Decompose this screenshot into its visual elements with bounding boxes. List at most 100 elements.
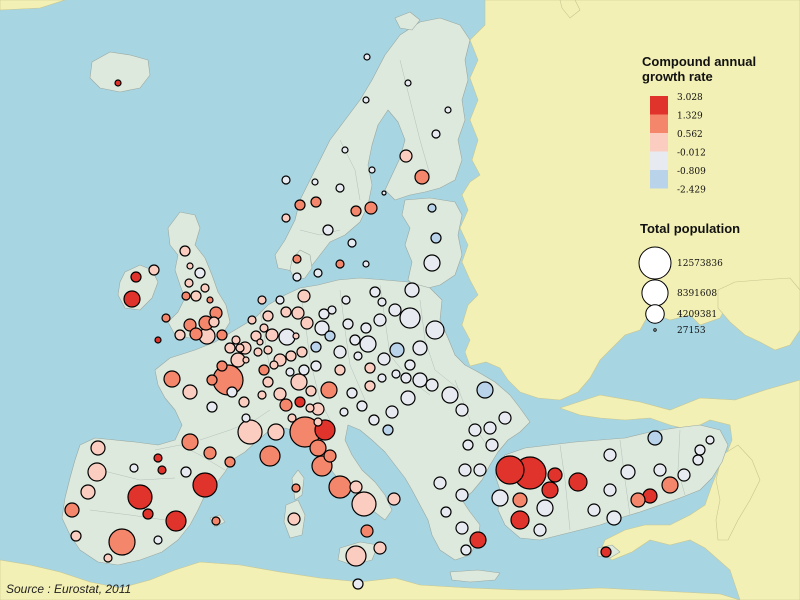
region-circle bbox=[253, 347, 263, 357]
region-circle bbox=[313, 268, 323, 278]
region-circle bbox=[179, 245, 191, 257]
region-circle bbox=[587, 503, 601, 517]
region-circle bbox=[241, 413, 251, 423]
legend-population-circle bbox=[638, 246, 672, 280]
region-circle bbox=[273, 387, 287, 401]
legend-swatch-1 bbox=[650, 114, 668, 133]
region-circle bbox=[70, 530, 82, 542]
legend-population-circle bbox=[653, 328, 657, 332]
region-circle bbox=[368, 414, 380, 426]
region-circle bbox=[333, 345, 347, 359]
region-circle bbox=[298, 364, 310, 376]
region-circle bbox=[388, 303, 402, 317]
region-circle bbox=[292, 332, 300, 340]
region-circle bbox=[400, 390, 416, 406]
region-circle bbox=[259, 445, 281, 467]
region-circle bbox=[377, 297, 387, 307]
region-circle bbox=[377, 373, 387, 383]
region-circle bbox=[281, 213, 291, 223]
region-circle bbox=[80, 484, 96, 500]
legend-population-label: 8391608 bbox=[677, 289, 717, 299]
region-circle bbox=[385, 405, 399, 419]
region-circle bbox=[148, 264, 160, 276]
region-circle bbox=[399, 307, 421, 329]
region-circle bbox=[108, 528, 136, 556]
region-circle bbox=[404, 359, 416, 371]
region-circle bbox=[373, 313, 387, 327]
region-circle bbox=[377, 352, 391, 366]
region-circle bbox=[603, 483, 617, 497]
legend-growth-label: -2.429 bbox=[677, 186, 706, 196]
region-circle bbox=[206, 374, 218, 386]
region-circle bbox=[458, 463, 472, 477]
region-circle bbox=[491, 489, 509, 507]
region-circle bbox=[498, 411, 512, 425]
region-circle bbox=[154, 336, 162, 344]
region-circle bbox=[275, 295, 285, 305]
region-circle bbox=[356, 400, 368, 412]
legend-growth-label: 3.028 bbox=[677, 93, 703, 103]
legend-population-circle bbox=[641, 279, 669, 307]
region-circle bbox=[412, 372, 428, 388]
legend-growth-label: -0.012 bbox=[677, 149, 706, 159]
legend-growth-label: 1.329 bbox=[677, 112, 703, 122]
region-circle bbox=[320, 381, 338, 399]
region-circle bbox=[455, 521, 469, 535]
region-circle bbox=[473, 463, 487, 477]
region-circle bbox=[130, 271, 142, 283]
region-circle bbox=[351, 491, 377, 517]
region-circle bbox=[296, 346, 308, 358]
region-circle bbox=[606, 510, 622, 526]
region-circle bbox=[153, 453, 163, 463]
region-circle bbox=[425, 378, 439, 392]
legend-population-circle bbox=[645, 304, 665, 324]
region-circle bbox=[237, 419, 263, 445]
region-circle bbox=[259, 323, 269, 333]
region-circle bbox=[90, 440, 106, 456]
region-circle bbox=[279, 398, 293, 412]
region-circle bbox=[349, 334, 361, 346]
region-circle bbox=[238, 396, 250, 408]
region-circle bbox=[328, 475, 352, 499]
region-circle bbox=[305, 403, 315, 413]
region-circle bbox=[129, 463, 139, 473]
region-circle bbox=[620, 464, 636, 480]
region-circle bbox=[335, 259, 345, 269]
region-circle bbox=[324, 330, 336, 342]
legend-population-label: 27153 bbox=[677, 326, 706, 336]
region-circle bbox=[305, 385, 317, 397]
region-circle bbox=[180, 466, 192, 478]
region-circle bbox=[423, 254, 441, 272]
region-circle bbox=[203, 446, 217, 460]
region-circle bbox=[547, 467, 563, 483]
region-circle bbox=[533, 523, 547, 537]
region-circle bbox=[318, 308, 330, 320]
region-circle bbox=[310, 341, 322, 353]
region-circle bbox=[364, 362, 376, 374]
region-circle bbox=[287, 413, 297, 423]
region-circle bbox=[194, 267, 206, 279]
region-circle bbox=[87, 462, 107, 482]
region-circle bbox=[352, 578, 364, 590]
legend-growth-label: 0.562 bbox=[677, 130, 703, 140]
region-circle bbox=[334, 364, 346, 376]
region-circle bbox=[265, 328, 279, 342]
region-circle bbox=[294, 199, 306, 211]
legend-growth-title-line1: Compound annual bbox=[642, 54, 756, 69]
region-circle bbox=[200, 283, 210, 293]
legend-population-label: 4209381 bbox=[677, 310, 717, 320]
region-circle bbox=[309, 439, 327, 457]
region-circle bbox=[216, 329, 228, 341]
region-circle bbox=[224, 342, 236, 354]
region-circle bbox=[267, 423, 285, 441]
region-circle bbox=[64, 502, 80, 518]
region-circle bbox=[373, 541, 387, 555]
region-circle bbox=[165, 510, 187, 532]
region-circle bbox=[291, 306, 305, 320]
region-circle bbox=[291, 483, 301, 493]
region-circle bbox=[469, 531, 487, 549]
region-circle bbox=[292, 272, 302, 282]
region-circle bbox=[692, 454, 704, 466]
region-circle bbox=[431, 129, 441, 139]
